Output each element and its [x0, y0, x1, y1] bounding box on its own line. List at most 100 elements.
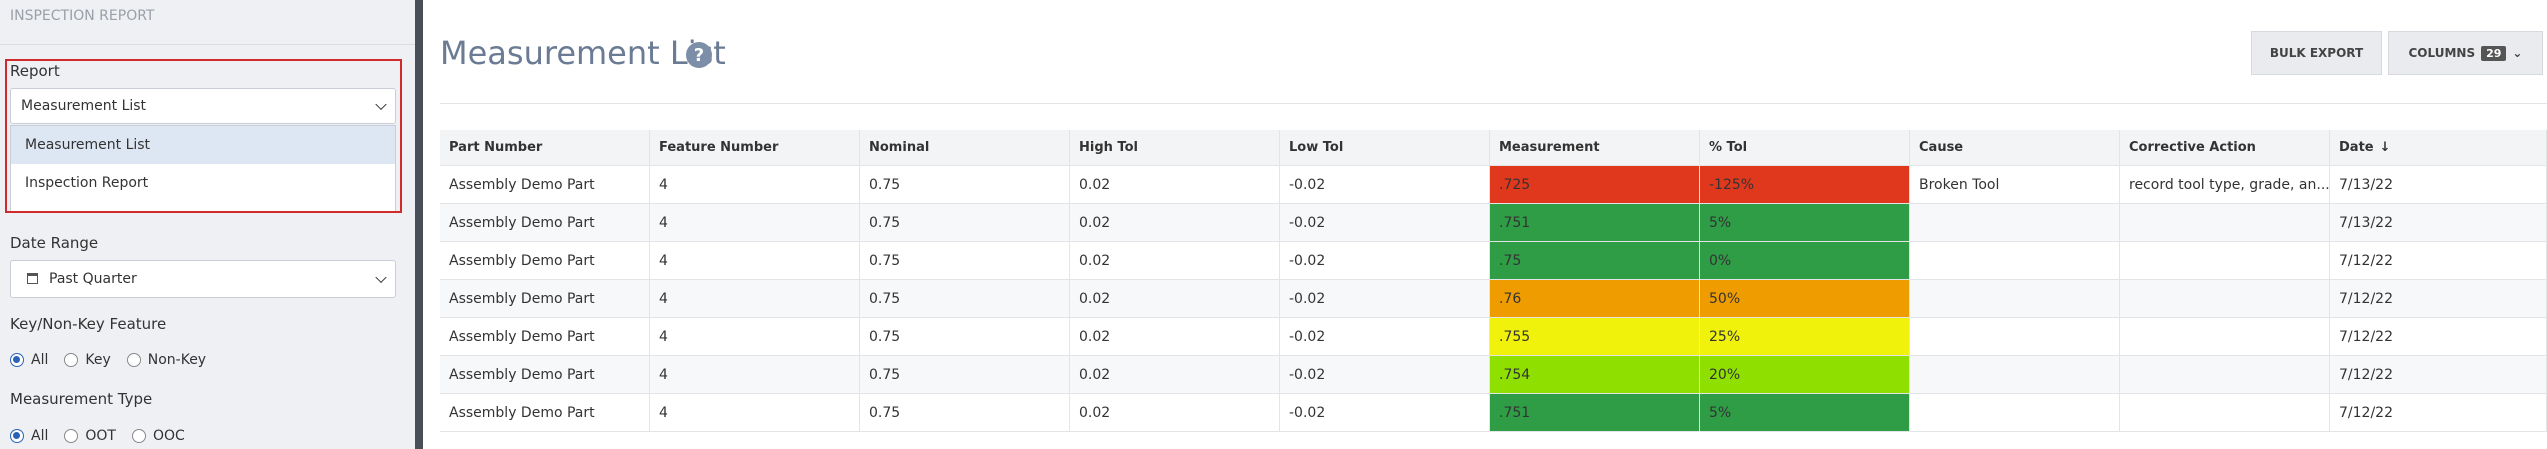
radio[interactable]: Non-Key [126, 350, 207, 370]
column-header[interactable]: % Tol [1700, 130, 1910, 166]
table-cell: -0.02 [1280, 280, 1490, 318]
table-cell: 7/12/22 [2330, 242, 2547, 280]
table-cell: 0.02 [1070, 394, 1280, 432]
radio-dot [64, 429, 79, 443]
button[interactable]: BULK EXPORT [2251, 31, 2382, 75]
table-cell: 7/13/22 [2330, 166, 2547, 204]
radio-dot [64, 353, 79, 367]
radio-dot [131, 429, 146, 443]
table-cell: 5% [1700, 394, 1910, 432]
header-label: High Tol [1079, 140, 1138, 155]
table-cell: 7/12/22 [2330, 280, 2547, 318]
table-cell [2120, 318, 2330, 356]
table-cell: 4 [650, 166, 860, 204]
table-cell: .76 [1490, 280, 1700, 318]
table-cell: .754 [1490, 356, 1700, 394]
table-cell: 0.75 [860, 356, 1070, 394]
table-cell: 0.02 [1070, 356, 1280, 394]
table-cell: 0.75 [860, 204, 1070, 242]
table-cell: -0.02 [1280, 394, 1490, 432]
column-header[interactable]: Corrective Action [2120, 130, 2330, 166]
table-cell [2120, 280, 2330, 318]
radio[interactable]: All [10, 426, 48, 446]
radio-dot [126, 353, 141, 367]
table-cell: 20% [1700, 356, 1910, 394]
select-value: Measurement List [21, 98, 147, 114]
date-select[interactable]: Past Quarter [10, 260, 396, 298]
sidebar [0, 0, 415, 449]
radio[interactable]: OOC [131, 426, 185, 446]
table-cell [2120, 204, 2330, 242]
table-cell: .725 [1490, 166, 1700, 204]
table-cell [2120, 394, 2330, 432]
caret [375, 271, 387, 284]
highlight-box [5, 59, 402, 213]
table-cell: 0.02 [1070, 242, 1280, 280]
label: Report [10, 62, 60, 80]
table-cell: 0.02 [1070, 318, 1280, 356]
divider [415, 0, 423, 449]
table-cell: 7/12/22 [2330, 356, 2547, 394]
radio[interactable]: Key [64, 350, 111, 370]
table-cell: 0% [1700, 242, 1910, 280]
dropdown-option[interactable]: Measurement List [11, 126, 395, 164]
button[interactable]: COLUMNS 29 ⌄ [2388, 31, 2543, 75]
table-cell [2120, 242, 2330, 280]
table-cell: .755 [1490, 318, 1700, 356]
header-label: Corrective Action [2129, 140, 2256, 155]
radio-label: Key [85, 352, 111, 368]
header-label: Cause [1919, 140, 1964, 155]
header-label: Measurement [1499, 140, 1600, 155]
dropdown-option[interactable]: Inspection Report [11, 164, 395, 202]
table-cell: Assembly Demo Part [440, 280, 650, 318]
column-header[interactable]: Part Number [440, 130, 650, 166]
table-cell: Assembly Demo Part [440, 394, 650, 432]
table-cell: .751 [1490, 204, 1700, 242]
label: Key/Non-Key Feature [10, 315, 167, 333]
calendar-icon [27, 273, 38, 284]
column-header[interactable]: Low Tol [1280, 130, 1490, 166]
chevron: ⌄ [2512, 46, 2523, 60]
report-select[interactable]: Measurement List [10, 88, 396, 124]
table-cell [1910, 318, 2120, 356]
column-header[interactable]: Measurement [1490, 130, 1700, 166]
button-label: COLUMNS [2408, 46, 2476, 60]
column-header[interactable]: Feature Number [650, 130, 860, 166]
table-cell: Broken Tool [1910, 166, 2120, 204]
select-value: Past Quarter [49, 271, 137, 287]
column-header[interactable]: Date ↓ [2330, 130, 2547, 166]
table-cell: 4 [650, 242, 860, 280]
table-cell: -125% [1700, 166, 1910, 204]
table-cell [1910, 280, 2120, 318]
table-cell [1910, 356, 2120, 394]
radio-label: OOT [85, 428, 116, 444]
separator [440, 103, 2547, 104]
table-cell: 0.75 [860, 394, 1070, 432]
radio-label: All [31, 352, 49, 368]
table-cell: Assembly Demo Part [440, 242, 650, 280]
table-cell: 7/13/22 [2330, 204, 2547, 242]
column-header[interactable]: Nominal [860, 130, 1070, 166]
table-cell: record tool type, grade, an... [2120, 166, 2330, 204]
header-label: Feature Number [659, 140, 779, 155]
column-header[interactable]: High Tol [1070, 130, 1280, 166]
table-cell [1910, 204, 2120, 242]
radio[interactable]: OOT [64, 426, 116, 446]
table-cell: Assembly Demo Part [440, 204, 650, 242]
header-label: Nominal [869, 140, 930, 155]
help-icon: ? [686, 42, 712, 68]
table-cell: Assembly Demo Part [440, 166, 650, 204]
table-cell: 4 [650, 318, 860, 356]
header-label: % Tol [1709, 140, 1748, 155]
sort-icon: ↓ [2379, 140, 2391, 155]
table-cell: 50% [1700, 280, 1910, 318]
radio-label: Non-Key [147, 352, 207, 368]
radio[interactable]: All [10, 350, 48, 370]
table-cell: 4 [650, 280, 860, 318]
table-cell: 7/12/22 [2330, 318, 2547, 356]
column-header[interactable]: Cause [1910, 130, 2120, 166]
table-cell: Assembly Demo Part [440, 356, 650, 394]
table-cell: 0.75 [860, 242, 1070, 280]
table-cell: .75 [1490, 242, 1700, 280]
